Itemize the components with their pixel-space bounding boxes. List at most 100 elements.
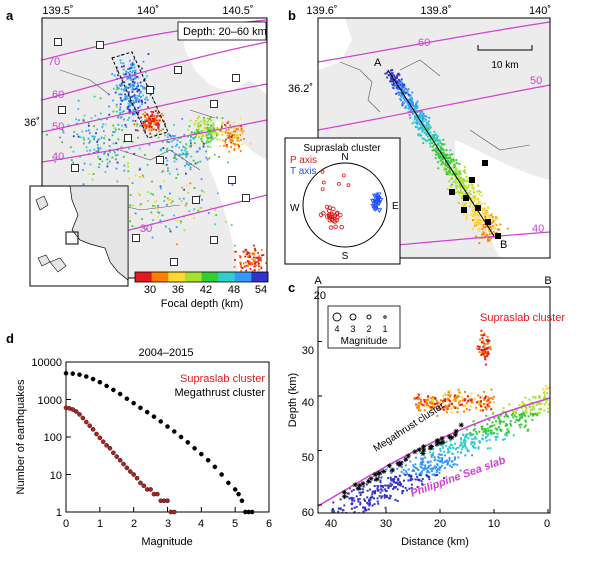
quake-dot [131,88,134,91]
quake-dot [345,524,347,526]
quake-dot [450,460,453,463]
quake-dot [407,107,410,110]
quake-dot [403,86,406,89]
quake-dot [238,145,240,148]
quake-dot [415,102,418,105]
quake-dot [206,132,209,135]
supraslab-dot [421,403,424,406]
supraslab-dot [483,346,486,349]
supraslab-dot [463,410,466,413]
supraslab-dot [428,405,431,408]
quake-dot [344,525,346,527]
quake-dot [466,448,469,451]
quake-dot [164,225,167,228]
quake-dot [439,453,442,456]
p-axis-symbol [328,225,334,230]
quake-dot [136,116,139,119]
chart-y-tick-1: 1 [56,507,62,519]
quake-dot [441,444,444,447]
quake-dot [418,473,421,476]
stereonet-s: S [342,251,349,262]
quake-dot [107,154,110,157]
quake-dot [445,170,448,173]
quake-dot [407,468,410,471]
quake-dot [125,97,128,100]
quake-dot [202,190,205,193]
quake-dot [258,255,261,258]
quake-dot [448,445,451,448]
quake-dot [180,220,182,223]
quake-dot [257,262,260,265]
quake-dot [205,150,208,153]
quake-dot [464,205,467,208]
quake-dot [239,263,242,265]
quake-dot [184,153,186,156]
quake-dot [129,204,131,207]
quake-dot [484,211,487,213]
colorbar-segment [151,272,169,282]
quake-dot [458,170,461,173]
quake-dot [214,223,217,226]
quake-dot [419,474,422,477]
quake-dot [405,106,408,109]
supraslab-dot [483,398,486,401]
quake-dot [390,483,393,486]
quake-dot [216,138,219,141]
quake-dot [415,456,418,459]
quake-dot [238,126,240,128]
c-y-tick-20: 20 [314,290,326,302]
megathrust-star [429,444,435,450]
megathrust-star [381,468,387,474]
quake-dot [126,86,128,89]
quake-dot [172,134,174,137]
megathrust-star [389,467,395,473]
quake-dot [471,441,474,444]
supraslab-dot [423,405,426,408]
quake-dot [139,99,141,102]
quake-dot [141,174,144,177]
quake-dot [464,172,467,174]
quake-dot [473,424,476,427]
quake-dot [145,228,147,231]
quake-dot [197,130,200,133]
supraslab-dot [450,402,453,405]
quake-dot [119,109,121,112]
quake-dot [433,140,436,142]
megathrust-star [416,447,422,453]
quake-dot [492,230,495,233]
quake-dot [347,492,350,495]
quake-dot [406,102,409,105]
quake-dot [202,145,205,148]
quake-dot [366,501,369,504]
quake-dot [165,157,167,160]
quake-dot [454,179,457,182]
supraslab-dot [484,351,487,354]
quake-dot [142,122,145,125]
quake-dot [362,510,365,513]
colorbar-frame [134,271,269,283]
quake-dot [436,459,439,462]
quake-dot [207,140,210,143]
quake-dot [93,137,95,140]
quake-dot [237,136,239,139]
quake-dot [235,128,238,130]
quake-dot [152,120,155,123]
quake-dot [473,197,475,200]
quake-dot [212,133,215,136]
quake-dot [444,154,446,157]
supraslab-dot [417,409,420,412]
quake-dot [168,228,171,230]
supraslab-dot [493,401,496,404]
quake-dot [434,467,437,470]
quake-dot [124,89,127,92]
colorbar-segment [201,272,219,282]
supraslab-point [134,475,140,481]
quake-dot [101,160,104,163]
quake-dot [245,269,248,272]
quake-dot [489,431,492,434]
quake-dot [348,497,351,500]
quake-dot [463,442,466,445]
supraslab-dot [468,398,471,401]
quake-dot [400,483,403,486]
